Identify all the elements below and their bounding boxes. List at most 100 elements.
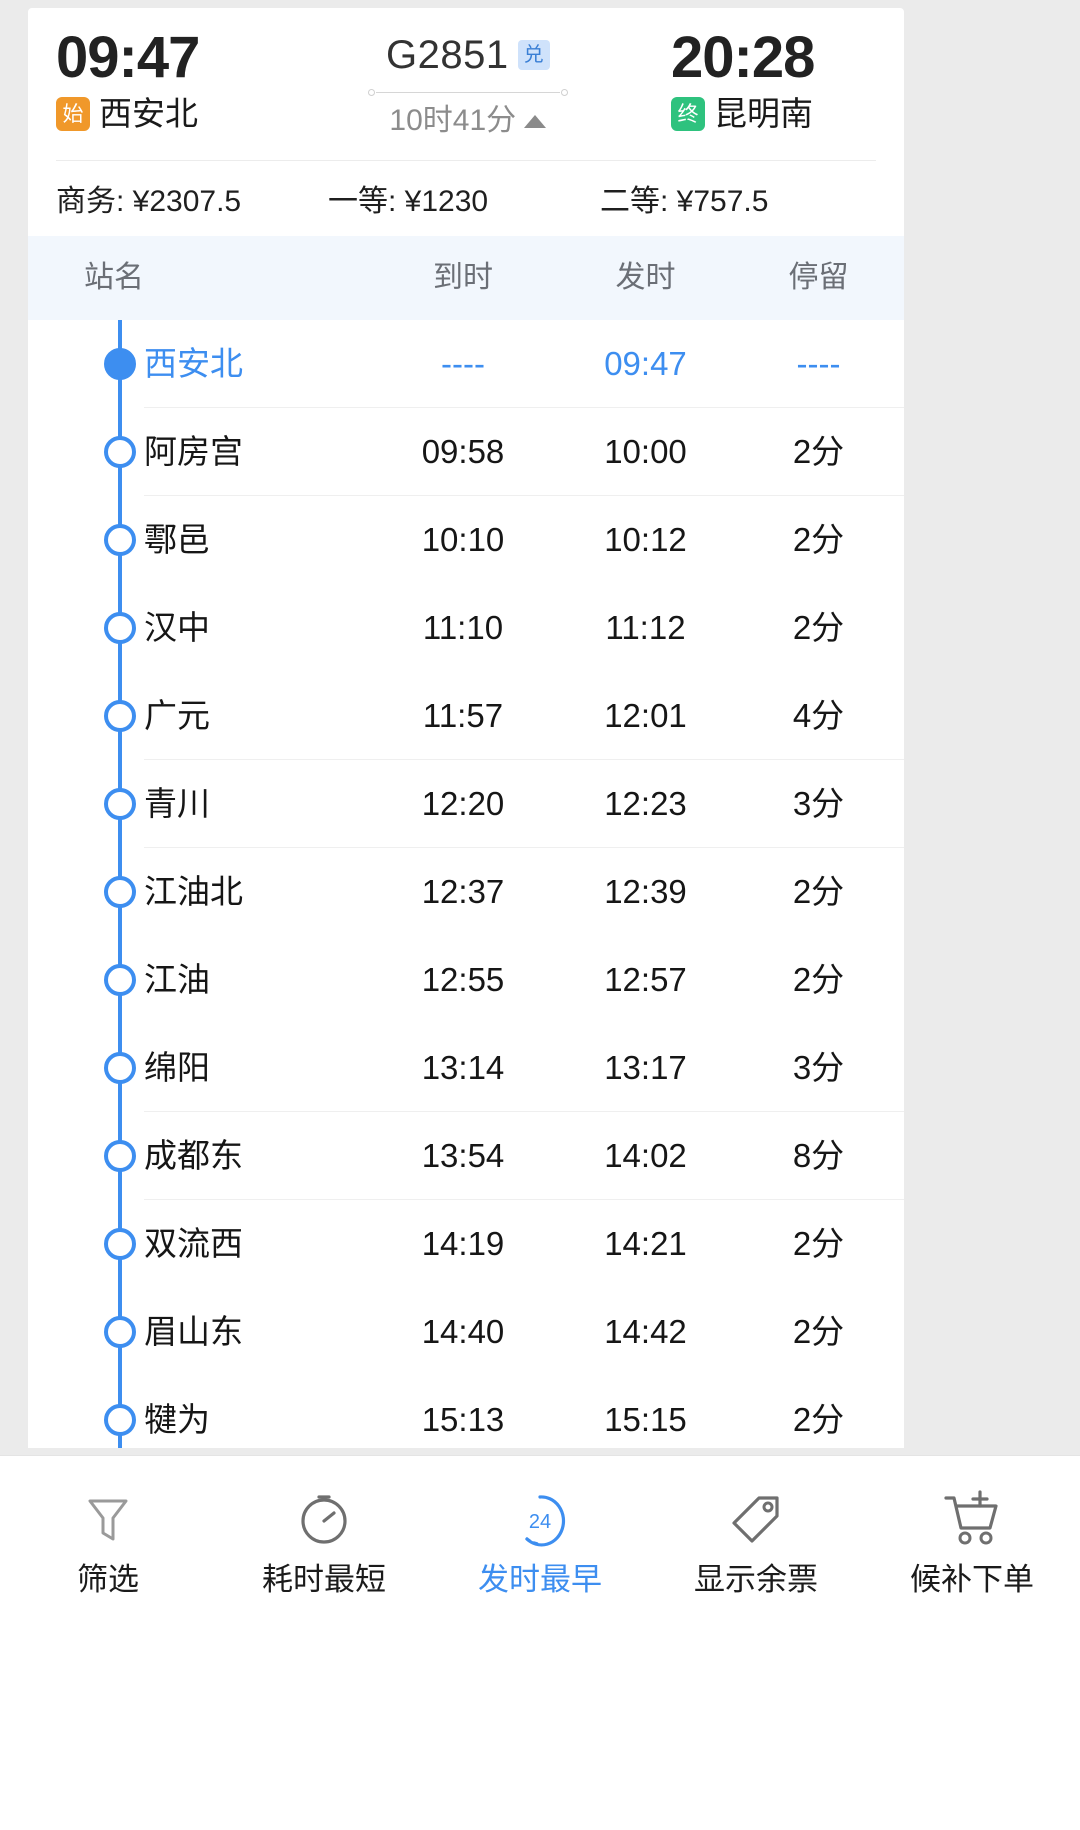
separator-right-cap-icon <box>560 89 568 96</box>
departure-station-name: 西安北 <box>99 95 198 132</box>
stopwatch-icon <box>293 1482 355 1556</box>
nav-item-3[interactable]: 24 发时最早 <box>432 1482 648 1598</box>
nav-item-4[interactable]: 显示余票 <box>648 1482 864 1598</box>
station-dot-icon <box>104 524 136 556</box>
price-first-class[interactable]: 一等: ¥1230 <box>328 185 489 218</box>
station-list[interactable]: 西安北 ---- 09:47 ---- 阿房宫 09:58 10:00 2分 鄠邑 10:10 10… <box>28 320 904 1448</box>
table-row[interactable]: 绵阳 13:14 13:17 3分 <box>28 1024 904 1112</box>
stop-duration: 2分 <box>792 521 845 558</box>
departure-time: 11:12 <box>605 609 686 646</box>
station-dot-icon <box>104 1316 136 1348</box>
train-info-block[interactable]: G2851 兑 10时41分 <box>331 26 606 138</box>
station-name: 绵阳 <box>144 1049 210 1086</box>
filter-icon <box>78 1482 138 1556</box>
train-number-row: G2851 兑 <box>386 32 550 78</box>
station-name: 犍为 <box>144 1401 210 1438</box>
departure-time: 09:47 <box>604 345 687 382</box>
station-name: 江油北 <box>144 873 243 910</box>
station-name: 鄠邑 <box>144 521 210 558</box>
column-header-arrival: 到时 <box>433 261 493 294</box>
departure-time: 13:17 <box>604 1049 687 1086</box>
trip-duration: 10时41分 <box>389 104 517 137</box>
price-tag-icon <box>725 1482 787 1556</box>
arrival-time: 11:57 <box>422 697 504 734</box>
station-dot-icon <box>104 876 136 908</box>
departure-station-line: 始 西安北 <box>56 96 198 132</box>
table-row[interactable]: 江油 12:55 12:57 2分 <box>28 936 904 1024</box>
svg-text:24: 24 <box>529 1511 551 1533</box>
station-name: 双流西 <box>144 1225 243 1262</box>
station-dot-icon <box>104 700 136 732</box>
station-name: 江油 <box>144 961 210 998</box>
card-divider <box>56 160 876 161</box>
table-row[interactable]: 西安北 ---- 09:47 ---- <box>28 320 904 408</box>
start-badge-icon: 始 <box>56 97 90 131</box>
table-row[interactable]: 成都东 13:54 14:02 8分 <box>28 1112 904 1200</box>
departure-time: 14:21 <box>604 1225 687 1262</box>
arrival-time: 14:40 <box>421 1313 505 1350</box>
column-header-station: 站名 <box>84 261 144 294</box>
stop-duration: 4分 <box>792 697 845 734</box>
station-name: 西安北 <box>144 345 243 382</box>
arrival-time: 14:19 <box>421 1225 505 1262</box>
price-business[interactable]: 商务: ¥2307.5 <box>56 185 242 218</box>
arrival-station-line: 终 昆明南 <box>671 96 813 132</box>
arrival-station-name: 昆明南 <box>714 95 814 132</box>
stop-duration: 2分 <box>792 1401 845 1438</box>
stop-duration: 8分 <box>792 1137 845 1174</box>
duration-separator <box>367 86 568 100</box>
station-dot-icon <box>104 964 136 996</box>
departure-time: 14:42 <box>604 1313 687 1350</box>
table-row[interactable]: 青川 12:20 12:23 3分 <box>28 760 904 848</box>
arrival-time: 13:14 <box>421 1049 505 1086</box>
nav-item-1[interactable]: 筛选 <box>0 1482 216 1598</box>
station-dot-icon <box>104 1140 136 1172</box>
chevron-up-icon[interactable] <box>524 114 547 128</box>
arrival-time: 10:10 <box>421 521 505 558</box>
station-name: 广元 <box>144 697 210 734</box>
arrival-time: 12:37 <box>421 873 505 910</box>
nav-item-label: 耗时最短 <box>262 1562 386 1597</box>
stop-duration: 2分 <box>792 433 845 470</box>
departure-time: 12:57 <box>604 961 687 998</box>
arrival-block: 20:28 终 昆明南 <box>605 26 876 132</box>
station-dot-icon <box>104 1404 136 1436</box>
stop-duration: 2分 <box>792 873 845 910</box>
nav-item-label: 候补下单 <box>910 1562 1034 1597</box>
column-header-stop: 停留 <box>788 261 849 294</box>
table-row[interactable]: 眉山东 14:40 14:42 2分 <box>28 1288 904 1376</box>
arrival-time: 09:58 <box>421 433 505 470</box>
separator-left-cap-icon <box>367 89 375 96</box>
duration-row[interactable]: 10时41分 <box>389 104 547 138</box>
nav-item-2[interactable]: 耗时最短 <box>216 1482 432 1598</box>
arrival-time: ---- <box>441 345 485 382</box>
station-name: 眉山东 <box>144 1313 243 1350</box>
stop-duration: 2分 <box>792 1313 845 1350</box>
end-badge-icon: 终 <box>671 97 706 131</box>
schedule-table-header: 站名 到时 发时 停留 <box>28 236 904 320</box>
station-name: 成都东 <box>144 1137 243 1174</box>
table-row[interactable]: 鄠邑 10:10 10:12 2分 <box>28 496 904 584</box>
station-name: 青川 <box>144 785 210 822</box>
nav-item-label: 显示余票 <box>694 1562 818 1597</box>
departure-time: 15:15 <box>604 1401 687 1438</box>
station-name: 汉中 <box>144 609 210 646</box>
departure-time: 10:00 <box>604 433 687 470</box>
nav-item-5[interactable]: 候补下单 <box>864 1482 1080 1598</box>
station-name: 阿房宫 <box>144 433 243 470</box>
table-row[interactable]: 双流西 14:19 14:21 2分 <box>28 1200 904 1288</box>
price-second-class[interactable]: 二等: ¥757.5 <box>600 185 769 218</box>
table-row[interactable]: 汉中 11:10 11:12 2分 <box>28 584 904 672</box>
table-row[interactable]: 阿房宫 09:58 10:00 2分 <box>28 408 904 496</box>
arrival-time: 13:54 <box>421 1137 505 1174</box>
arrival-time: 12:55 <box>421 961 505 998</box>
departure-time: 10:12 <box>604 521 687 558</box>
departure-time: 09:47 <box>56 25 200 90</box>
separator-bar <box>375 92 560 93</box>
table-row[interactable]: 犍为 15:13 15:15 2分 <box>28 1376 904 1448</box>
departure-time: 12:39 <box>604 873 687 910</box>
table-row[interactable]: 江油北 12:37 12:39 2分 <box>28 848 904 936</box>
cart-plus-icon <box>940 1482 1004 1556</box>
table-row[interactable]: 广元 11:57 12:01 4分 <box>28 672 904 760</box>
